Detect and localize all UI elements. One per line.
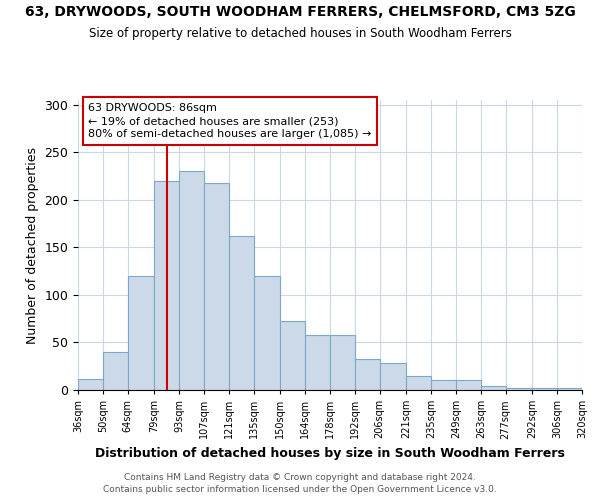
Bar [204, 182, 229, 390]
Y-axis label: Number of detached properties: Number of detached properties [26, 146, 39, 344]
Bar [229, 236, 254, 390]
Text: 63, DRYWOODS, SOUTH WOODHAM FERRERS, CHELMSFORD, CM3 5ZG: 63, DRYWOODS, SOUTH WOODHAM FERRERS, CHE… [25, 5, 575, 19]
Text: Size of property relative to detached houses in South Woodham Ferrers: Size of property relative to detached ho… [89, 28, 511, 40]
Bar [330, 335, 355, 390]
Text: Distribution of detached houses by size in South Woodham Ferrers: Distribution of detached houses by size … [95, 448, 565, 460]
Bar [456, 380, 481, 390]
Bar [154, 181, 179, 390]
Bar [557, 388, 582, 390]
Bar [305, 335, 330, 390]
Bar [380, 364, 406, 390]
Bar [532, 388, 557, 390]
Bar [406, 376, 431, 390]
Bar [280, 320, 305, 390]
Bar [431, 380, 456, 390]
Text: Contains public sector information licensed under the Open Government Licence v3: Contains public sector information licen… [103, 485, 497, 494]
Bar [128, 276, 154, 390]
Bar [506, 388, 532, 390]
Bar [78, 378, 103, 390]
Bar [103, 352, 128, 390]
Bar [355, 358, 380, 390]
Bar [481, 386, 506, 390]
Bar [254, 276, 280, 390]
Text: 63 DRYWOODS: 86sqm
← 19% of detached houses are smaller (253)
80% of semi-detach: 63 DRYWOODS: 86sqm ← 19% of detached hou… [88, 103, 371, 140]
Bar [179, 172, 204, 390]
Text: Contains HM Land Registry data © Crown copyright and database right 2024.: Contains HM Land Registry data © Crown c… [124, 472, 476, 482]
